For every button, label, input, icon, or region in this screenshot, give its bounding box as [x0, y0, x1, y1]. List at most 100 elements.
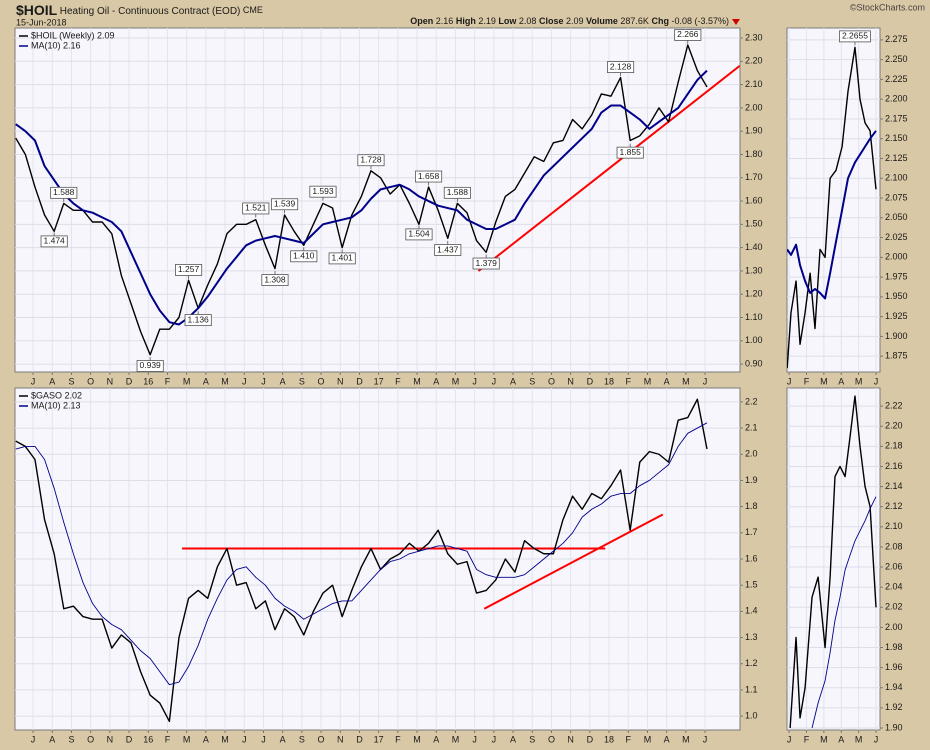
annotation-label: 1.437	[437, 244, 459, 254]
x-tick-label: A	[510, 734, 516, 744]
x-tick-label: S	[299, 734, 305, 744]
quote-value: 2.09	[566, 16, 584, 26]
x-tick-label: J	[472, 734, 477, 744]
quote: Open 2.16 High 2.19 Low 2.08 Close 2.09 …	[410, 16, 729, 26]
x-tick-label: O	[87, 734, 94, 744]
panel: J F M A M J1.8751.9001.9251.9501.9752.0002.02…	[786, 27, 908, 386]
annotation-label: 1.308	[264, 274, 286, 284]
y-tick-label: 2.050	[885, 212, 908, 222]
x-tick-label: O	[318, 376, 325, 386]
y-tick-label: 2.00	[885, 622, 903, 632]
x-tick-label: A	[510, 376, 516, 386]
x-tick-label: S	[68, 376, 74, 386]
price-annotation: 1.308	[261, 271, 289, 286]
x-tick-label: F	[804, 376, 810, 386]
quote-label: Low	[498, 16, 517, 26]
x-tick-label: A	[664, 376, 670, 386]
x-tick-label: 16	[143, 734, 153, 744]
y-tick-label: 1.50	[745, 219, 763, 229]
annotation-label: 1.728	[360, 154, 382, 164]
y-tick-label: 2.18	[885, 441, 903, 451]
x-tick-label: O	[87, 376, 94, 386]
x-tick-label: M	[413, 734, 421, 744]
x-tick-label: F	[165, 376, 171, 386]
y-tick-label: 1.60	[745, 195, 763, 205]
x-tick-label: A	[203, 734, 209, 744]
x-tick-label: J	[787, 734, 792, 744]
x-tick-label: D	[126, 376, 133, 386]
down-indicator	[732, 19, 740, 25]
annotation-box	[271, 198, 299, 211]
x-tick-label: M	[682, 376, 690, 386]
y-tick-label: 1.92	[885, 702, 903, 712]
price-annotation: 1.437	[434, 241, 462, 256]
x-tick-label: A	[433, 376, 439, 386]
price-line	[15, 44, 708, 356]
y-tick-label: 1.9	[745, 475, 758, 485]
annotation-label: 1.855	[620, 147, 642, 157]
y-tick-label: 1.90	[745, 126, 763, 136]
quote-value: -0.08 (-3.57%)	[671, 16, 729, 26]
y-tick-label: 1.0	[745, 710, 758, 720]
y-tick-label: 2.08	[885, 541, 903, 551]
source: ©StockCharts.com	[850, 2, 925, 12]
y-tick-label: 1.80	[745, 149, 763, 159]
y-tick-label: 1.950	[885, 291, 908, 301]
header-title: $HOIL Heating Oil - Continuous Contract …	[16, 2, 263, 18]
y-tick-label: 2.000	[885, 252, 908, 262]
plot	[789, 395, 877, 729]
x-tick-label: D	[356, 734, 363, 744]
y-tick-label: 2.10	[885, 521, 903, 531]
x-tick-label: N	[107, 734, 114, 744]
x-tick-label: O	[318, 734, 325, 744]
x-tick-label: M	[820, 376, 828, 386]
y-tick-label: 2.250	[885, 54, 908, 64]
y-tick-label: 2.12	[885, 501, 903, 511]
x-tick-label: J	[31, 734, 36, 744]
x-tick-label: A	[838, 734, 844, 744]
y-tick-label: 2.20	[745, 56, 763, 66]
annotation-label: 1.658	[418, 171, 440, 181]
y-tick-label: 2.00	[745, 102, 763, 112]
x-tick-label: A	[280, 734, 286, 744]
price-annotation: 1.401	[328, 249, 356, 265]
x-tick-label: M	[855, 376, 863, 386]
y-tick-label: 1.875	[885, 351, 908, 361]
panel: J A S O N D 16 F M A M J J A S O N D 17 F M A M J J A S O N D 18 F M A M J 0…	[14, 27, 763, 386]
y-tick-label: 2.2	[745, 396, 758, 406]
price-line	[15, 398, 708, 723]
annotation-label: 1.588	[53, 187, 75, 197]
x-tick-label: M	[820, 734, 828, 744]
annotation-box	[184, 314, 212, 327]
annotation-box	[242, 202, 270, 215]
y-tick-label: 1.20	[745, 289, 763, 299]
x-tick-label: F	[804, 734, 810, 744]
x-tick-label: N	[567, 376, 574, 386]
x-tick-label: S	[529, 376, 535, 386]
annotation-label: 2.128	[610, 61, 632, 71]
annotation-box	[839, 30, 871, 43]
y-tick-label: 1.40	[745, 242, 763, 252]
annotation-label: 1.136	[188, 314, 210, 324]
plot-area	[14, 27, 741, 373]
panel: J F M A M J1.901.921.941.961.982.002.022.042.…	[786, 387, 903, 744]
x-tick-label: M	[855, 734, 863, 744]
annotation-label: 1.474	[44, 236, 66, 246]
legend-label: MA(10) 2.16	[31, 40, 81, 50]
y-tick-label: 2.1	[745, 422, 758, 432]
annotation-label: 2.2655	[842, 31, 868, 41]
y-tick-label: 1.4	[745, 606, 758, 616]
y-tick-label: 1.10	[745, 312, 763, 322]
date: 15-Jun-2018	[16, 17, 67, 27]
price-annotation: 1.658	[415, 170, 443, 186]
quote-label: High	[456, 16, 476, 26]
x-tick-label: J	[31, 376, 36, 386]
y-tick-label: 2.10	[745, 79, 763, 89]
plot	[787, 46, 877, 369]
annotation-box	[175, 264, 203, 276]
x-tick-label: J	[874, 734, 879, 744]
price-annotation: 1.504	[405, 225, 433, 241]
price-line	[15, 69, 708, 326]
quote-value: 2.16	[436, 16, 454, 26]
annotation-label: 1.588	[447, 187, 469, 197]
